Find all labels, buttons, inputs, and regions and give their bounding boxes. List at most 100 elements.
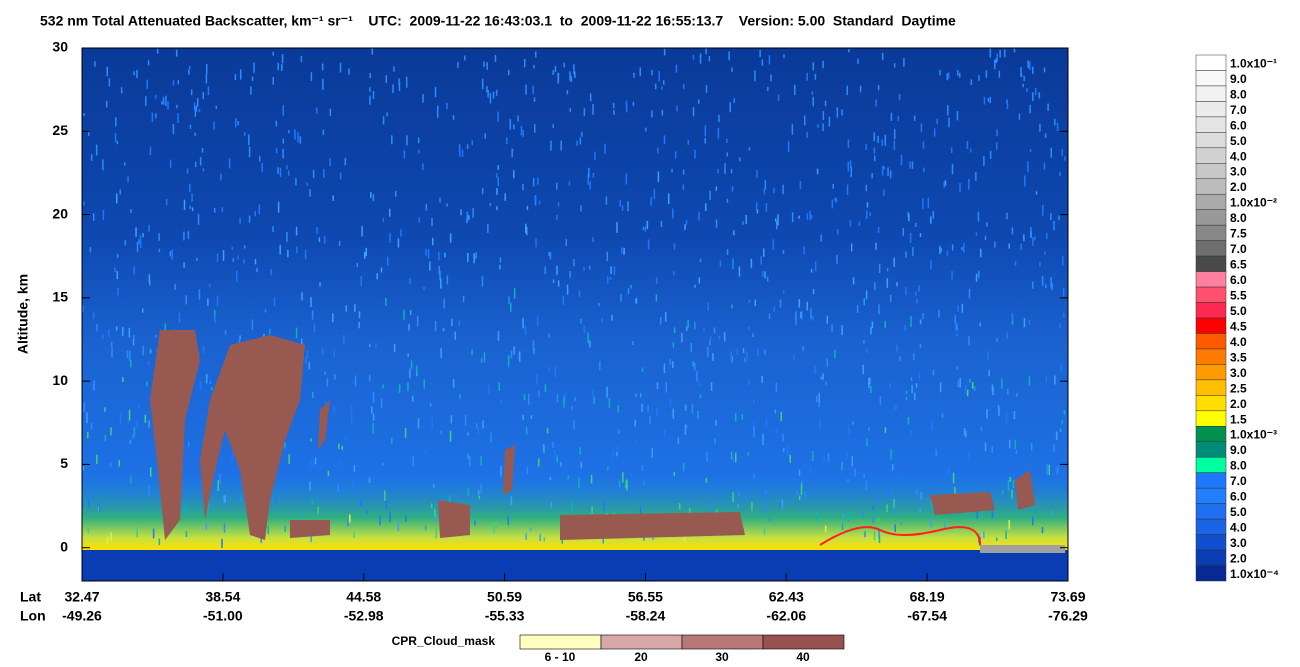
colorbar-cell (1195, 70, 1227, 87)
speckle-dot (764, 271, 766, 279)
speckle-dot (505, 137, 508, 145)
speckle-dot (567, 475, 569, 480)
speckle-dot (731, 186, 734, 192)
colorbar-cell (1195, 487, 1227, 504)
speckle-dot (405, 515, 407, 522)
cpr-legend: CPR_Cloud_mask 6 - 10 20 30 40 (392, 634, 845, 664)
speckle-dot (324, 371, 326, 376)
speckle-dot (598, 302, 600, 307)
speckle-dot (590, 474, 593, 484)
speckle-dot (732, 458, 735, 464)
speckle-dot (188, 69, 190, 75)
speckle-dot (130, 209, 132, 214)
speckle-dot (834, 349, 836, 359)
speckle-dot (625, 479, 627, 486)
speckle-dot (836, 107, 839, 118)
speckle-dot (454, 331, 456, 340)
colorbar-label: 7.0 (1230, 242, 1247, 256)
speckle-dot (300, 510, 303, 521)
speckle-dot (795, 317, 797, 325)
speckle-dot (767, 86, 769, 92)
speckle-dot (544, 266, 546, 275)
speckle-dot (890, 112, 893, 122)
speckle-dot (236, 270, 238, 282)
speckle-dot (101, 334, 104, 340)
speckle-dot (698, 380, 701, 387)
speckle-dot (998, 408, 1000, 416)
speckle-dot (102, 159, 104, 171)
speckle-dot (197, 213, 200, 225)
speckle-dot (975, 232, 978, 236)
speckle-dot (380, 398, 383, 409)
speckle-dot (831, 199, 834, 209)
speckle-dot (382, 384, 384, 389)
speckle-dot (427, 248, 430, 259)
speckle-dot (625, 173, 628, 185)
speckle-dot (499, 264, 501, 270)
speckle-dot (770, 74, 772, 82)
speckle-dot (935, 449, 937, 457)
speckle-dot (916, 298, 918, 304)
speckle-dot (608, 397, 611, 408)
speckle-dot (251, 76, 254, 82)
speckle-dot (258, 204, 261, 215)
speckle-dot (398, 81, 401, 92)
speckle-dot (728, 51, 730, 61)
speckle-dot (641, 464, 644, 471)
speckle-dot (332, 195, 334, 201)
speckle-dot (508, 296, 510, 304)
speckle-dot (393, 343, 396, 353)
speckle-dot (267, 525, 270, 535)
speckle-dot (930, 498, 933, 509)
speckle-dot (231, 246, 234, 250)
speckle-dot (828, 116, 831, 127)
speckle-dot (952, 472, 955, 484)
speckle-dot (191, 193, 193, 202)
speckle-dot (826, 315, 829, 324)
speckle-dot (301, 292, 303, 301)
speckle-dot (471, 140, 474, 146)
speckle-dot (673, 243, 676, 250)
speckle-dot (207, 500, 209, 510)
speckle-dot (753, 473, 755, 479)
speckle-dot (294, 129, 296, 140)
speckle-dot (814, 73, 817, 80)
speckle-dot (284, 525, 286, 532)
speckle-dot (556, 265, 558, 275)
speckle-dot (827, 452, 830, 462)
speckle-dot (205, 373, 208, 384)
colorbar-cell (1195, 101, 1227, 118)
speckle-dot (581, 131, 583, 137)
speckle-dot (123, 162, 126, 166)
colorbar-label: 7.0 (1230, 474, 1247, 488)
speckle-dot (773, 187, 775, 194)
speckle-dot (495, 521, 498, 530)
speckle-dot (841, 325, 843, 336)
speckle-dot (126, 350, 129, 358)
colorbar-cell (1195, 317, 1227, 334)
colorbar-label: 7.5 (1230, 227, 1247, 241)
speckle-dot (363, 252, 366, 259)
speckle-dot (592, 172, 595, 178)
speckle-dot (184, 506, 187, 515)
speckle-dot (1041, 527, 1044, 534)
speckle-dot (1053, 444, 1055, 453)
speckle-dot (852, 421, 854, 425)
subsurface (82, 550, 1068, 581)
speckle-dot (746, 351, 748, 362)
colorbar-label: 9.0 (1230, 72, 1247, 86)
speckle-dot (913, 353, 915, 361)
speckle-dot (604, 143, 606, 154)
speckle-dot (837, 229, 839, 235)
speckle-dot (854, 468, 856, 477)
speckle-dot (787, 141, 790, 153)
speckle-dot (202, 168, 205, 172)
speckle-dot (437, 105, 439, 110)
speckle-dot (1050, 147, 1052, 158)
speckle-dot (370, 192, 372, 199)
speckle-dot (919, 233, 922, 237)
speckle-dot (818, 402, 820, 407)
speckle-dot (951, 244, 954, 251)
speckle-dot (171, 249, 173, 260)
lon-tick-label: -55.33 (485, 608, 525, 624)
